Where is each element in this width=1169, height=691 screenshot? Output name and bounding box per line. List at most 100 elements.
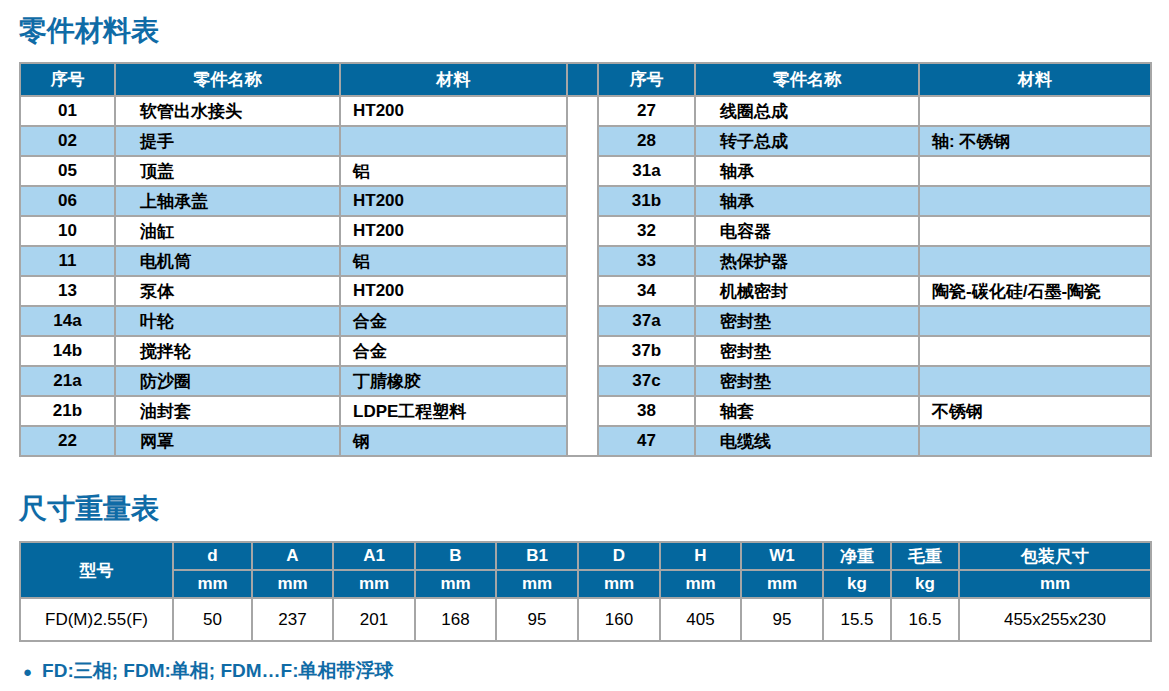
- part-no-cell: 37c: [598, 366, 695, 396]
- parts-material-table: 序号 零件名称 材料 序号 零件名称 材料 01软管出水接头HT20027线圈总…: [19, 62, 1152, 457]
- dims-column-unit: mm: [333, 570, 415, 598]
- parts-table-body: 01软管出水接头HT20027线圈总成02提手28转子总成轴: 不锈钢05顶盖铝…: [20, 96, 1151, 456]
- part-material-cell: 合金: [340, 306, 567, 336]
- dims-column-unit: mm: [578, 570, 660, 598]
- part-no-cell: 34: [598, 276, 695, 306]
- part-material-cell: 轴: 不锈钢: [919, 126, 1151, 156]
- part-no-cell: 13: [20, 276, 115, 306]
- header-no-left: 序号: [20, 63, 115, 96]
- part-no-cell: 31a: [598, 156, 695, 186]
- part-name-cell: 叶轮: [115, 306, 340, 336]
- part-material-cell: [919, 366, 1151, 396]
- part-name-cell: 轴承: [695, 156, 919, 186]
- part-material-cell: [919, 246, 1151, 276]
- part-no-cell: 37b: [598, 336, 695, 366]
- part-name-cell: 提手: [115, 126, 340, 156]
- dims-column-label: 净重: [823, 542, 891, 570]
- dims-column-unit: mm: [741, 570, 823, 598]
- dims-column-unit: mm: [660, 570, 741, 598]
- part-name-cell: 油缸: [115, 216, 340, 246]
- dims-value-cell: 168: [415, 598, 496, 641]
- part-no-cell: 06: [20, 186, 115, 216]
- part-material-cell: LDPE工程塑料: [340, 396, 567, 426]
- part-name-cell: 轴承: [695, 186, 919, 216]
- spacer-cell: [567, 96, 598, 456]
- part-no-cell: 05: [20, 156, 115, 186]
- model-cell: FD(M)2.55(F): [20, 598, 173, 641]
- header-model: 型号: [20, 542, 173, 598]
- part-material-cell: 丁腈橡胶: [340, 366, 567, 396]
- part-material-cell: [919, 426, 1151, 456]
- header-spacer: [567, 63, 598, 96]
- part-material-cell: [919, 216, 1151, 246]
- part-no-cell: 28: [598, 126, 695, 156]
- part-material-cell: HT200: [340, 216, 567, 246]
- dims-value-cell: 50: [173, 598, 252, 641]
- part-no-cell: 22: [20, 426, 115, 456]
- part-material-cell: [919, 186, 1151, 216]
- part-no-cell: 14a: [20, 306, 115, 336]
- dims-column-label: d: [173, 542, 252, 570]
- dims-value-cell: 95: [496, 598, 578, 641]
- footnote: ● FD:三相; FDM:单相; FDM…F:单相带浮球: [19, 658, 1150, 684]
- parts-table-title: 零件材料表: [19, 15, 1150, 47]
- dims-table-header: 型号 dAA1BB1DHW1净重毛重包装尺寸 mmmmmmmmmmmmmmmmk…: [20, 542, 1151, 598]
- part-material-cell: 不锈钢: [919, 396, 1151, 426]
- part-name-cell: 泵体: [115, 276, 340, 306]
- part-material-cell: 铝: [340, 156, 567, 186]
- part-no-cell: 32: [598, 216, 695, 246]
- dims-column-label: 包装尺寸: [959, 542, 1151, 570]
- part-no-cell: 14b: [20, 336, 115, 366]
- part-no-cell: 33: [598, 246, 695, 276]
- part-name-cell: 顶盖: [115, 156, 340, 186]
- dims-value-cell: 201: [333, 598, 415, 641]
- part-no-cell: 10: [20, 216, 115, 246]
- part-no-cell: 37a: [598, 306, 695, 336]
- datasheet-page: 零件材料表 序号 零件名称 材料 序号 零件名称 材料 01软管出水接头HT20…: [0, 0, 1169, 684]
- part-name-cell: 上轴承盖: [115, 186, 340, 216]
- header-name-left: 零件名称: [115, 63, 340, 96]
- footnote-text: FD:三相; FDM:单相; FDM…F:单相带浮球: [42, 658, 393, 684]
- part-name-cell: 油封套: [115, 396, 340, 426]
- header-material-right: 材料: [919, 63, 1151, 96]
- part-name-cell: 电机筒: [115, 246, 340, 276]
- part-material-cell: [919, 306, 1151, 336]
- dims-table-body: FD(M)2.55(F)50237201168951604059515.516.…: [20, 598, 1151, 641]
- part-name-cell: 密封垫: [695, 336, 919, 366]
- part-name-cell: 软管出水接头: [115, 96, 340, 126]
- part-name-cell: 轴套: [695, 396, 919, 426]
- dims-value-cell: 15.5: [823, 598, 891, 641]
- part-no-cell: 38: [598, 396, 695, 426]
- part-material-cell: 陶瓷-碳化硅/石墨-陶瓷: [919, 276, 1151, 306]
- part-no-cell: 21b: [20, 396, 115, 426]
- dims-header-unit-row: mmmmmmmmmmmmmmmmkgkgmm: [20, 570, 1151, 598]
- dims-column-label: B: [415, 542, 496, 570]
- dimensions-table-title: 尺寸重量表: [19, 493, 1150, 525]
- dims-header-label-row: 型号 dAA1BB1DHW1净重毛重包装尺寸: [20, 542, 1151, 570]
- dims-column-unit: mm: [959, 570, 1151, 598]
- dims-table-row: FD(M)2.55(F)50237201168951604059515.516.…: [20, 598, 1151, 641]
- bullet-icon: ●: [23, 662, 32, 681]
- part-no-cell: 31b: [598, 186, 695, 216]
- part-name-cell: 热保护器: [695, 246, 919, 276]
- part-name-cell: 电缆线: [695, 426, 919, 456]
- part-no-cell: 02: [20, 126, 115, 156]
- header-material-left: 材料: [340, 63, 567, 96]
- part-material-cell: [919, 336, 1151, 366]
- dims-value-cell: 16.5: [891, 598, 959, 641]
- parts-table-header: 序号 零件名称 材料 序号 零件名称 材料: [20, 63, 1151, 96]
- dims-column-label: H: [660, 542, 741, 570]
- part-material-cell: HT200: [340, 276, 567, 306]
- dims-column-label: D: [578, 542, 660, 570]
- dims-column-unit: kg: [823, 570, 891, 598]
- dims-value-cell: 405: [660, 598, 741, 641]
- part-no-cell: 21a: [20, 366, 115, 396]
- part-material-cell: 合金: [340, 336, 567, 366]
- dims-column-unit: kg: [891, 570, 959, 598]
- dims-column-label: 毛重: [891, 542, 959, 570]
- dims-column-label: B1: [496, 542, 578, 570]
- part-material-cell: HT200: [340, 96, 567, 126]
- header-name-right: 零件名称: [695, 63, 919, 96]
- parts-header-row: 序号 零件名称 材料 序号 零件名称 材料: [20, 63, 1151, 96]
- part-name-cell: 网罩: [115, 426, 340, 456]
